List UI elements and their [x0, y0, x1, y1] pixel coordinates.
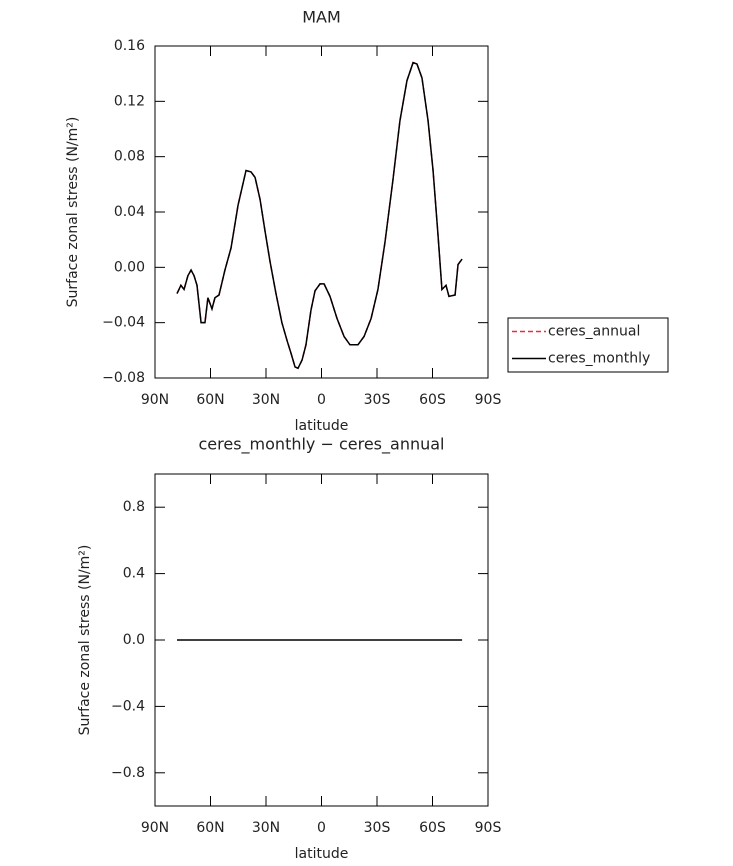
y-axis-label: Surface zonal stress (N/m²): [77, 545, 93, 736]
line: [176, 61, 463, 370]
legend-label: ceres_monthly: [548, 351, 650, 367]
x-tick-label: 30N: [252, 392, 280, 408]
y-tick-label: 0.04: [114, 204, 145, 220]
y-axis-label: Surface zonal stress (N/m²): [65, 117, 81, 308]
x-tick-label: 60S: [419, 820, 446, 836]
chart-title: MAM: [302, 8, 341, 27]
y-tick-label: 0.0: [123, 632, 145, 648]
x-tick-label: 30S: [364, 392, 391, 408]
x-tick-label: 60S: [419, 392, 446, 408]
y-tick-label: 0.4: [123, 566, 145, 582]
x-tick-label: 90N: [141, 820, 169, 836]
x-tick-label: 30N: [252, 820, 280, 836]
plot-frame: [154, 473, 489, 807]
y-tick-label: −0.04: [102, 315, 145, 331]
y-tick-label: 0.12: [114, 93, 145, 109]
y-tick-label: 0.00: [114, 259, 145, 275]
x-tick-label: 90S: [475, 392, 502, 408]
plot-frame: [154, 45, 489, 379]
x-tick-label: 0: [317, 392, 326, 408]
y-tick-label: 0.08: [114, 149, 145, 165]
y-tick-label: 0.8: [123, 499, 145, 515]
y-tick-label: −0.08: [102, 370, 145, 386]
y-tick-label: −0.4: [111, 698, 145, 714]
chart-title: ceres_monthly − ceres_annual: [199, 435, 445, 455]
x-axis-label: latitude: [295, 418, 349, 434]
x-tick-label: 90S: [475, 820, 502, 836]
x-tick-label: 0: [317, 820, 326, 836]
legend-box: [507, 317, 669, 373]
x-tick-label: 60N: [196, 392, 224, 408]
line: [176, 61, 463, 370]
x-axis-label: latitude: [295, 846, 349, 862]
x-tick-label: 60N: [196, 820, 224, 836]
y-tick-label: 0.16: [114, 38, 145, 54]
legend-label: ceres_annual: [548, 324, 640, 340]
x-tick-label: 90N: [141, 392, 169, 408]
x-tick-label: 30S: [364, 820, 391, 836]
y-tick-label: −0.8: [111, 765, 145, 781]
